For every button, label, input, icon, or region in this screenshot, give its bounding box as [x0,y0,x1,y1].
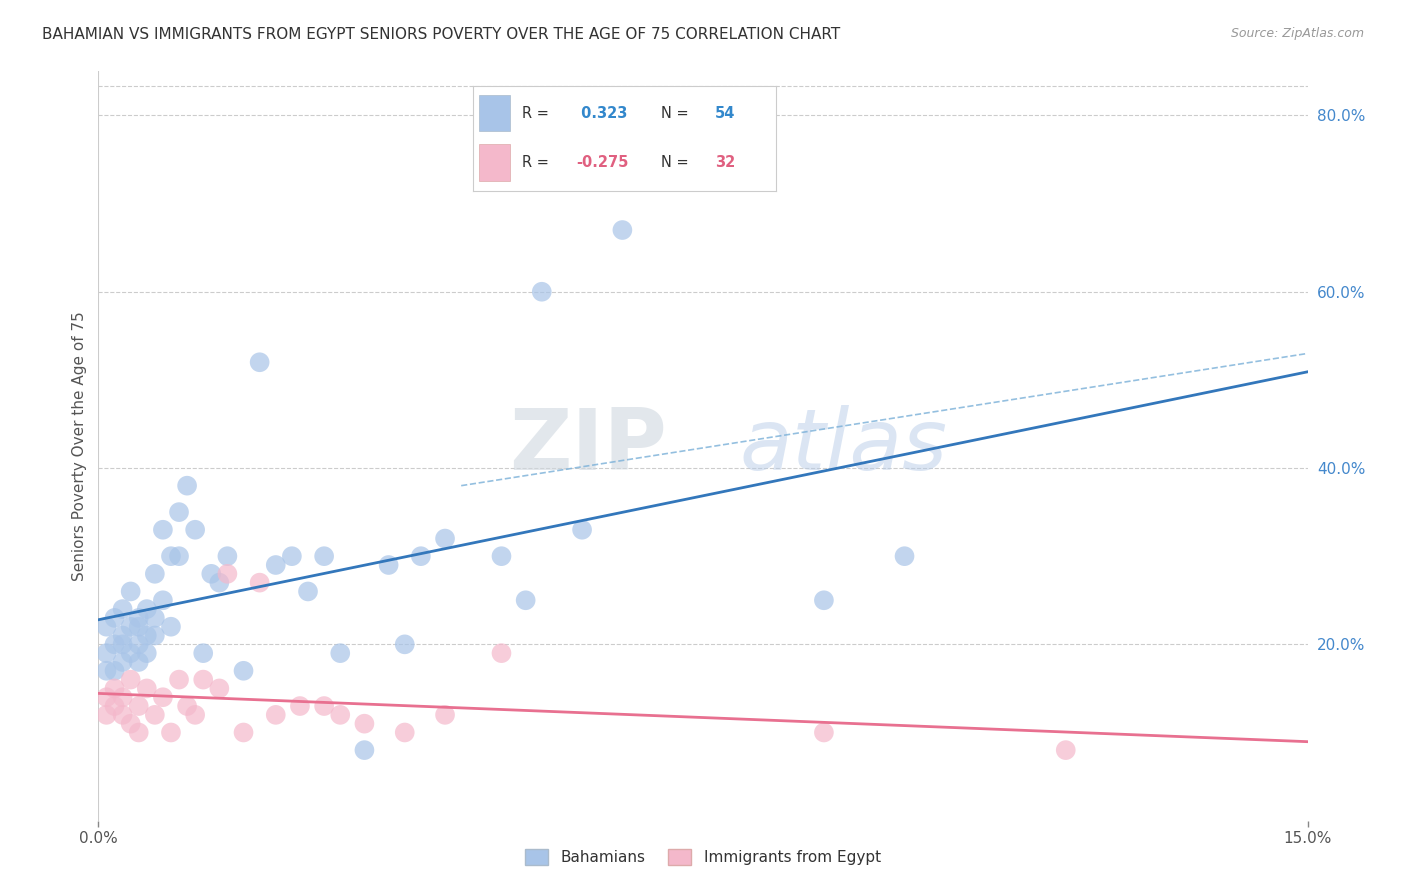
Point [329,646,352,660]
Legend: Bahamians, Immigrants from Egypt: Bahamians, Immigrants from Egypt [517,842,889,873]
Point [103,681,125,696]
Point [143,611,166,625]
Point [434,532,457,546]
Point [128,725,150,739]
Point [208,681,231,696]
Point [128,611,150,625]
Point [813,725,835,739]
Point [152,593,174,607]
Point [135,602,157,616]
Point [135,628,157,642]
Point [160,725,183,739]
Point [143,707,166,722]
Point [103,637,125,651]
Point [96,690,118,705]
Point [111,628,134,642]
Point [120,646,142,660]
Point [135,646,157,660]
Point [515,593,537,607]
Point [264,558,287,572]
Point [103,699,125,714]
Point [184,707,207,722]
Point [491,549,513,564]
Point [193,646,215,660]
Point [111,655,134,669]
Point [152,690,174,705]
Point [813,593,835,607]
Point [111,602,134,616]
Point [232,725,254,739]
Point [353,716,375,731]
Point [128,655,150,669]
Point [120,584,142,599]
Point [394,637,416,651]
Point [152,523,174,537]
Point [409,549,432,564]
Point [571,523,593,537]
Point [264,707,287,722]
Point [314,549,336,564]
Point [612,223,634,237]
Point [111,707,134,722]
Y-axis label: Seniors Poverty Over the Age of 75: Seniors Poverty Over the Age of 75 [72,311,87,581]
Point [111,637,134,651]
Point [167,549,190,564]
Point [96,707,118,722]
Point [200,566,222,581]
Point [167,505,190,519]
Point [491,646,513,660]
Point [249,355,271,369]
Point [160,620,183,634]
Point [394,725,416,739]
Point [281,549,304,564]
Point [128,637,150,651]
Point [893,549,915,564]
Point [120,716,142,731]
Point [103,664,125,678]
Point [167,673,190,687]
Point [193,673,215,687]
Text: ZIP: ZIP [509,404,666,488]
Point [128,620,150,634]
Point [530,285,553,299]
Point [232,664,254,678]
Point [128,699,150,714]
Point [217,566,239,581]
Point [176,699,198,714]
Text: atlas: atlas [740,404,948,488]
Point [329,707,352,722]
Point [377,558,399,572]
Point [1054,743,1077,757]
Text: BAHAMIAN VS IMMIGRANTS FROM EGYPT SENIORS POVERTY OVER THE AGE OF 75 CORRELATION: BAHAMIAN VS IMMIGRANTS FROM EGYPT SENIOR… [42,27,841,42]
Point [288,699,311,714]
Point [96,646,118,660]
Point [96,664,118,678]
Point [103,611,125,625]
Point [176,478,198,492]
Point [208,575,231,590]
Point [143,566,166,581]
Point [217,549,239,564]
Point [184,523,207,537]
Point [249,575,271,590]
Point [160,549,183,564]
Text: Source: ZipAtlas.com: Source: ZipAtlas.com [1230,27,1364,40]
Point [353,743,375,757]
Point [111,690,134,705]
Point [96,620,118,634]
Point [297,584,319,599]
Point [120,620,142,634]
Point [314,699,336,714]
Point [434,707,457,722]
Point [135,681,157,696]
Point [120,673,142,687]
Point [143,628,166,642]
